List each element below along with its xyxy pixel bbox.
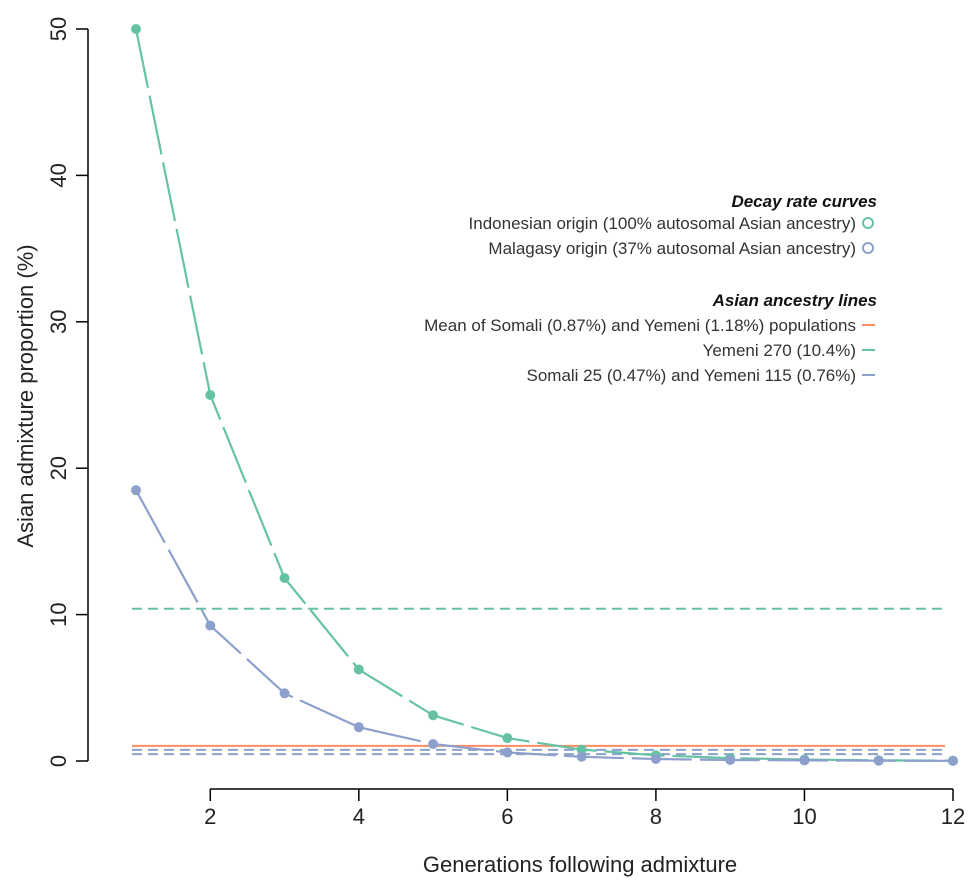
series-point-1 <box>131 485 141 496</box>
series-point-1 <box>428 739 439 750</box>
x-ticks: 2 4 6 8 10 12 <box>204 789 965 829</box>
legend-heading-curves: Decay rate curves <box>731 192 877 211</box>
x-tick-label: 10 <box>792 804 816 829</box>
legend-entry-mean-line: Mean of Somali (0.87%) and Yemeni (1.18%… <box>424 316 856 335</box>
series-point-1 <box>873 755 884 766</box>
y-tick-label: 10 <box>46 602 71 626</box>
x-tick-label: 12 <box>941 804 965 829</box>
series-point-1 <box>353 722 364 733</box>
series-point-1 <box>502 747 513 758</box>
legend-marker-indonesian <box>862 217 874 229</box>
legend-marker-malagasy <box>862 242 874 254</box>
series-point-1 <box>725 754 736 765</box>
x-tick-label: 4 <box>353 804 365 829</box>
y-axis-title: Asian admixture proportion (%) <box>13 244 38 547</box>
series-point-0 <box>205 390 216 400</box>
series-layer <box>131 24 958 766</box>
series-point-1 <box>576 751 587 762</box>
y-tick-label: 50 <box>46 17 71 41</box>
series-line-1 <box>135 489 954 762</box>
series-point-0 <box>576 744 587 755</box>
series-line-0 <box>134 28 954 762</box>
x-tick-label: 8 <box>650 804 662 829</box>
series-point-1 <box>948 755 958 766</box>
x-axis-title: Generations following admixture <box>423 852 737 877</box>
y-ticks: 0 10 20 30 40 50 <box>46 17 88 767</box>
y-tick-label: 40 <box>46 163 71 187</box>
series-point-0 <box>279 573 290 583</box>
y-tick-label: 30 <box>46 310 71 334</box>
legend-entry-somali-yemeni: Somali 25 (0.47%) and Yemeni 115 (0.76%) <box>527 366 857 385</box>
series-point-0 <box>502 733 513 744</box>
hlines-layer <box>132 607 945 756</box>
x-tick-label: 6 <box>501 804 513 829</box>
legend-entry-yemeni-270: Yemeni 270 (10.4%) <box>703 341 856 360</box>
series-point-0 <box>353 664 364 675</box>
axes: 0 10 20 30 40 50 2 4 6 8 10 12 Asian admixture pro… <box>13 17 965 877</box>
y-tick-label: 0 <box>46 755 71 767</box>
legend-heading-lines: Asian ancestry lines <box>712 291 877 310</box>
x-tick-label: 2 <box>204 804 216 829</box>
series-point-0 <box>428 710 439 721</box>
legend: Decay rate curves Indonesian origin (100… <box>424 192 877 385</box>
series-point-1 <box>279 688 290 699</box>
series-point-1 <box>799 755 810 766</box>
series-point-1 <box>650 753 661 764</box>
series-point-0 <box>131 24 141 34</box>
legend-entry-malagasy: Malagasy origin (37% autosomal Asian anc… <box>488 239 856 258</box>
series-point-1 <box>205 620 216 631</box>
y-tick-label: 20 <box>46 456 71 480</box>
legend-entry-indonesian: Indonesian origin (100% autosomal Asian … <box>469 214 856 233</box>
